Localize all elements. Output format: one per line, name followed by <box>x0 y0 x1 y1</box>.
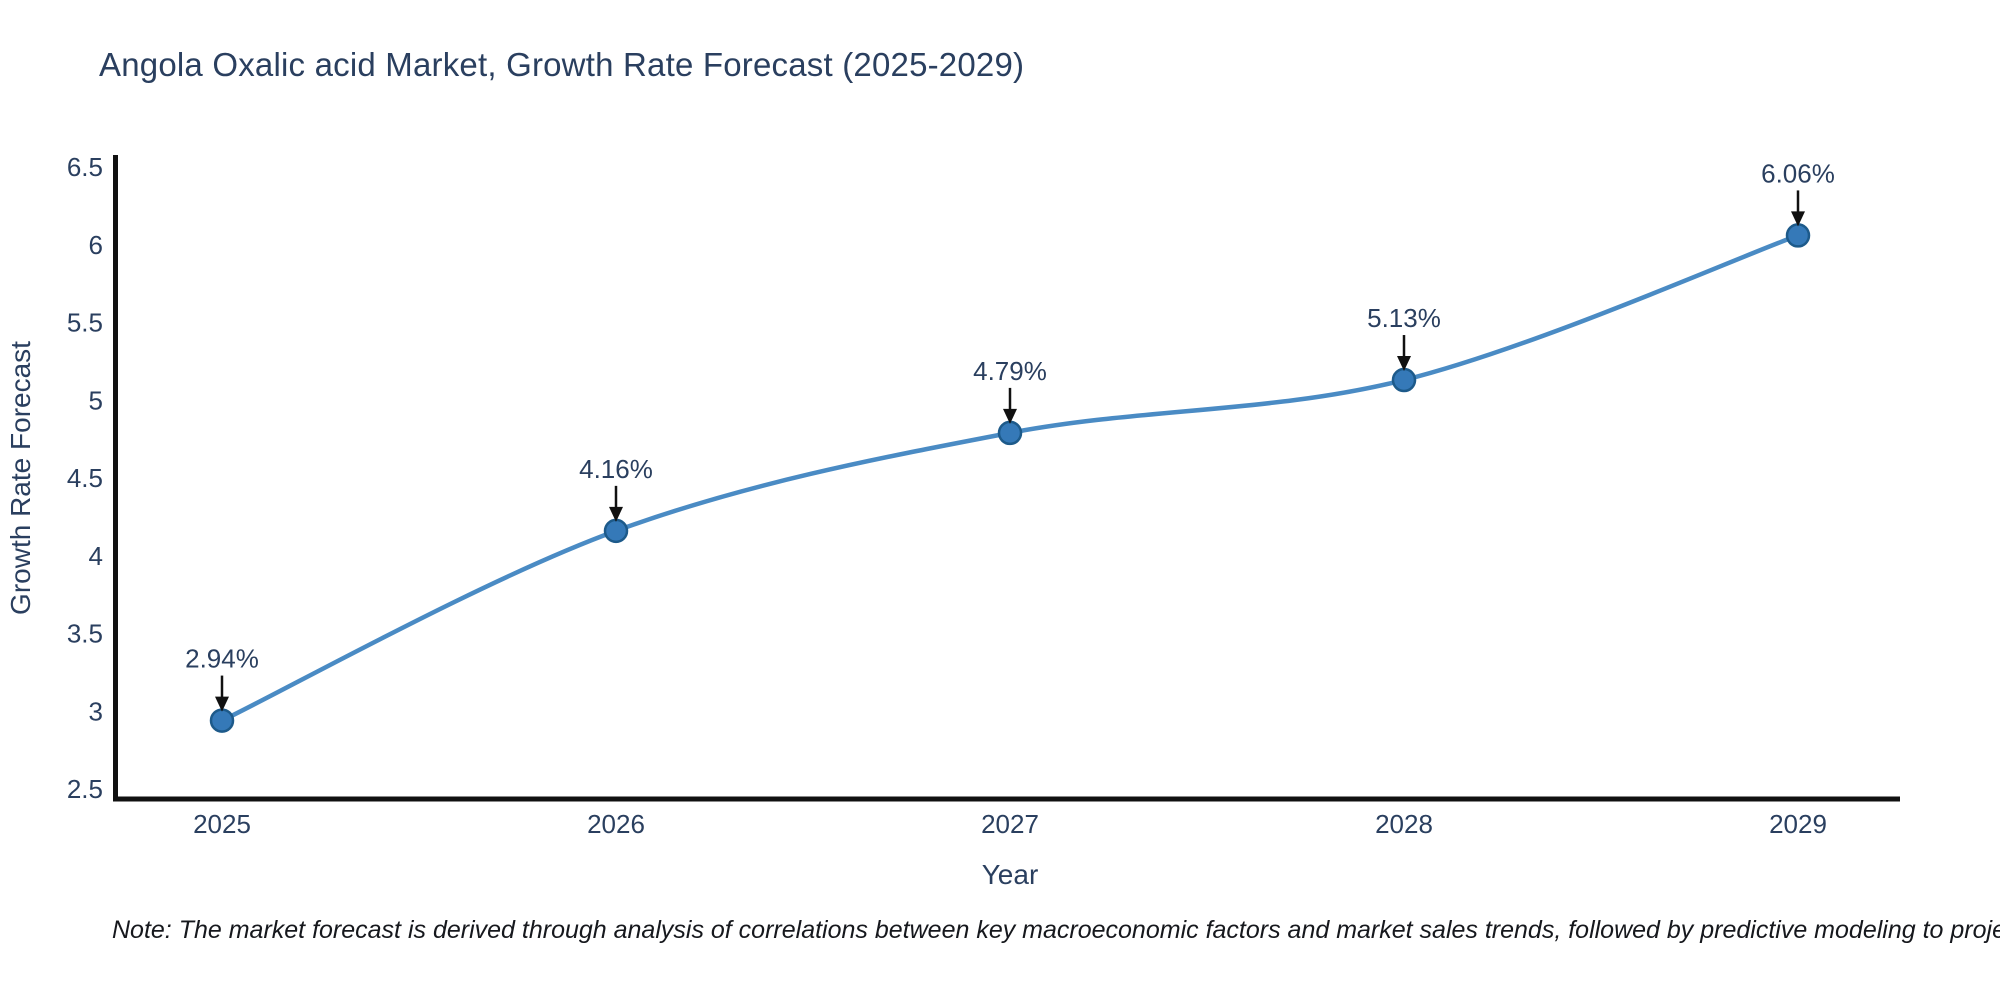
annotation-arrow-head <box>1791 211 1805 227</box>
point-annotation-label: 4.16% <box>579 454 653 484</box>
data-point-marker[interactable] <box>603 518 629 544</box>
y-tick-label: 3.5 <box>67 619 103 649</box>
annotation-arrow-head <box>1397 356 1411 372</box>
y-tick-label: 4.5 <box>67 463 103 493</box>
annotation-arrow-head <box>1003 408 1017 424</box>
series-line <box>219 233 1801 723</box>
point-annotation-label: 5.13% <box>1367 303 1441 333</box>
chart-title: Angola Oxalic acid Market, Growth Rate F… <box>99 46 1025 83</box>
data-point-marker[interactable] <box>997 420 1023 446</box>
point-annotation-label: 2.94% <box>185 644 259 674</box>
x-axis-title: Year <box>982 859 1039 890</box>
y-axis-title: Growth Rate Forecast <box>5 341 36 615</box>
plot-area: 6.5 6 5.5 5 4.5 4 3.5 3 2.5 2025 2026 2027 2028 2029 2… <box>67 152 1835 839</box>
x-tick-label: 2027 <box>981 809 1039 839</box>
y-tick-label: 4 <box>89 541 103 571</box>
x-tick-label: 2025 <box>193 809 251 839</box>
y-tick-label: 5.5 <box>67 308 103 338</box>
footnote-text: Note: The market forecast is derived thr… <box>112 916 2000 944</box>
annotation-arrow-head <box>609 506 623 522</box>
data-point-marker[interactable] <box>1391 367 1417 393</box>
y-tick-label: 5 <box>89 385 103 415</box>
data-point-marker[interactable] <box>209 708 235 733</box>
point-annotation-label: 4.79% <box>973 356 1047 386</box>
annotation-arrow-head <box>215 696 229 712</box>
y-tick-label: 6.5 <box>67 152 103 182</box>
y-tick-label: 2.5 <box>67 774 103 804</box>
y-tick-label: 3 <box>89 696 103 726</box>
y-tick-label: 6 <box>89 230 103 260</box>
x-tick-label: 2026 <box>587 809 645 839</box>
x-tick-label: 2029 <box>1769 809 1827 839</box>
x-tick-label: 2028 <box>1375 809 1433 839</box>
data-point-marker[interactable] <box>1785 223 1811 248</box>
point-annotation-label: 6.06% <box>1761 158 1835 188</box>
